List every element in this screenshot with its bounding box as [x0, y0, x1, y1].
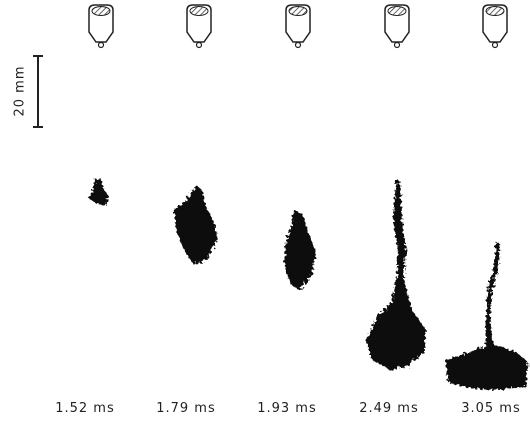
time-label: 1.93 ms	[257, 401, 317, 416]
nozzle-part	[294, 41, 302, 49]
jet	[284, 210, 316, 290]
jet	[174, 185, 218, 265]
nozzle-part	[91, 6, 111, 16]
jet	[446, 242, 528, 390]
time-label: 3.05 ms	[461, 401, 521, 416]
jets	[88, 178, 528, 390]
scale-label: 20 mm	[13, 65, 28, 116]
nozzles	[88, 4, 508, 49]
jet	[88, 178, 110, 206]
nozzle-part	[393, 41, 401, 49]
nozzle-part	[97, 41, 105, 49]
scale-bar: 20 mm	[13, 55, 43, 128]
nozzle-part	[189, 6, 209, 16]
nozzle-part	[195, 41, 203, 49]
time-label: 1.52 ms	[55, 401, 115, 416]
time-label: 2.49 ms	[359, 401, 419, 416]
nozzle-part	[288, 6, 308, 16]
frame-labels: 1.52 ms 1.79 ms 1.93 ms 2.49 ms 3.05 ms	[55, 401, 521, 416]
nozzle-part	[485, 6, 505, 16]
jet	[366, 180, 426, 370]
nozzle-part	[491, 41, 499, 49]
time-label: 1.79 ms	[156, 401, 216, 416]
nozzle-part	[387, 6, 407, 16]
